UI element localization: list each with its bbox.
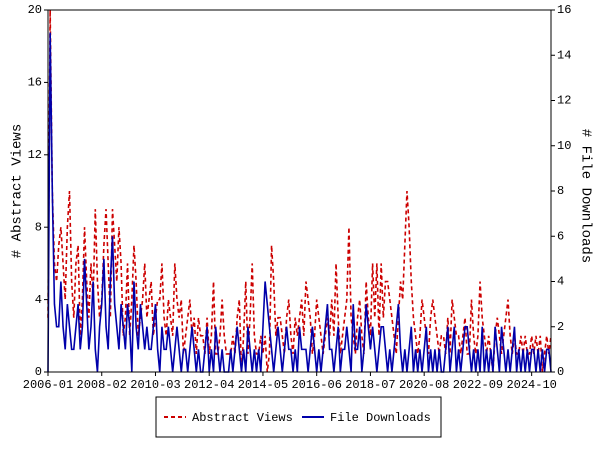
- y-tick-label: 12: [28, 148, 42, 162]
- y-tick-label: 0: [35, 365, 42, 379]
- y2-tick-label: 0: [557, 365, 564, 379]
- y-tick-label: 4: [35, 293, 42, 307]
- x-tick-label: 2020-08: [399, 378, 449, 392]
- legend-label: Abstract Views: [192, 411, 293, 425]
- y-tick-label: 8: [35, 220, 42, 234]
- y2-tick-label: 14: [557, 48, 571, 62]
- x-tick-label: 2012-04: [184, 378, 234, 392]
- x-tick-label: 2024-10: [506, 378, 556, 392]
- x-tick-label: 2022-09: [453, 378, 503, 392]
- plot-frame: [47, 9, 552, 373]
- y-tick-label: 20: [28, 3, 42, 17]
- x-tick-label: 2006-01: [23, 378, 73, 392]
- y2-tick-label: 6: [557, 229, 564, 243]
- y2-tick-label: 16: [557, 3, 571, 17]
- y2-tick-label: 12: [557, 94, 571, 108]
- x-tick-label: 2016-06: [291, 378, 341, 392]
- y2-tick-label: 2: [557, 320, 564, 334]
- legend-box: [155, 396, 442, 438]
- x-tick-label: 2008-02: [77, 378, 127, 392]
- y-tick-label: 16: [28, 76, 42, 90]
- x-tick-label: 2014-05: [238, 378, 288, 392]
- y-axis-title: # Abstract Views: [10, 124, 26, 258]
- legend-label: File Downloads: [330, 411, 431, 425]
- x-tick-label: 2018-07: [345, 378, 395, 392]
- x-tick-label: 2010-03: [130, 378, 180, 392]
- y2-axis-title: # File Downloads: [577, 129, 593, 263]
- y2-tick-label: 8: [557, 184, 564, 198]
- y2-tick-label: 10: [557, 139, 571, 153]
- y2-tick-label: 4: [557, 275, 564, 289]
- series-line: [47, 9, 552, 373]
